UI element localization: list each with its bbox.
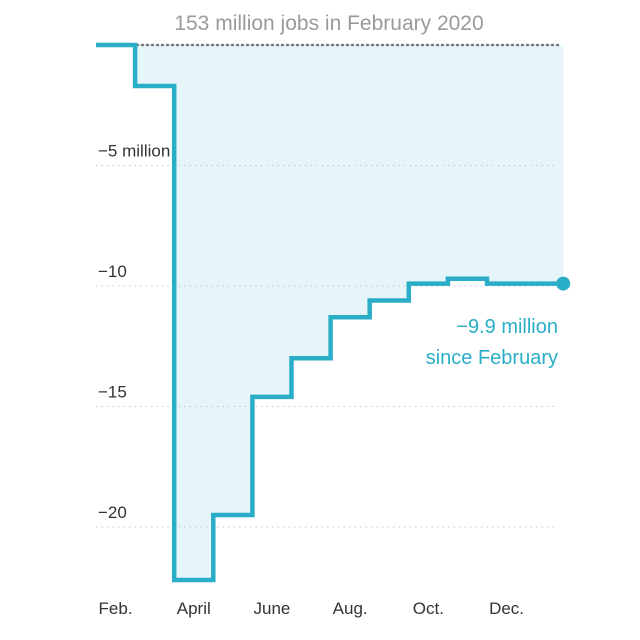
y-tick-label: −15 bbox=[98, 383, 127, 402]
y-tick-label: −5 million bbox=[98, 142, 170, 161]
y-tick-label: −10 bbox=[98, 262, 127, 281]
x-tick-label: Oct. bbox=[413, 599, 444, 618]
end-point-marker bbox=[556, 276, 571, 291]
area-fill bbox=[96, 45, 564, 580]
y-tick-label: −20 bbox=[98, 503, 127, 522]
x-tick-label: April bbox=[177, 599, 211, 618]
x-tick-label: Feb. bbox=[99, 599, 133, 618]
x-tick-label: June bbox=[254, 599, 291, 618]
annotation-line-2: since February bbox=[426, 347, 558, 369]
baseline-label: 153 million jobs in February 2020 bbox=[174, 12, 483, 35]
annotation-line-1: −9.9 million bbox=[456, 316, 558, 338]
step-line bbox=[96, 42, 564, 583]
loss-area bbox=[96, 45, 564, 580]
series-line bbox=[96, 42, 571, 583]
x-tick-label: Dec. bbox=[489, 599, 524, 618]
x-tick-label: Aug. bbox=[333, 599, 368, 618]
x-axis-labels: Feb. April June Aug. Oct. Dec. bbox=[99, 599, 524, 618]
y-axis-labels: −5 million −10 −15 −20 bbox=[98, 142, 170, 523]
